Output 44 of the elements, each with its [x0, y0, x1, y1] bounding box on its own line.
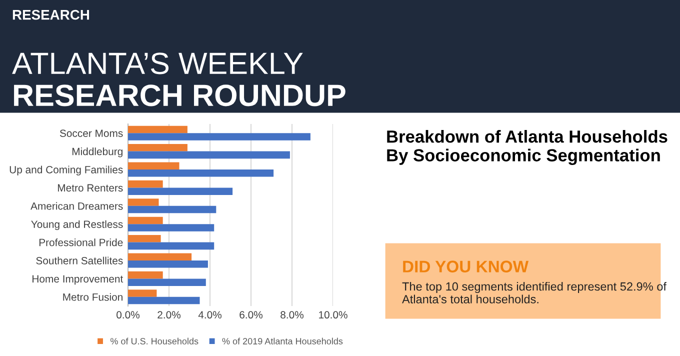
- bar: [128, 162, 180, 170]
- y-tick-label: Young and Restless: [31, 220, 123, 230]
- bar: [128, 133, 310, 140]
- x-tick-label: 2.0%: [158, 311, 180, 319]
- bar: [128, 296, 200, 304]
- bar: [128, 290, 157, 297]
- y-tick-label: Soccer Moms: [60, 130, 123, 137]
- bar: [128, 126, 188, 134]
- y-tick-label: Professional Pride: [39, 238, 123, 246]
- bar: [128, 216, 163, 224]
- y-tick-label: Home Improvement: [32, 275, 124, 285]
- text: The top 10 segments identified represent 52.9% of Atlanta's total households.: [402, 282, 666, 304]
- x-tick-label: 4.0%: [198, 311, 222, 319]
- text: DID YOU KNOW: [403, 260, 529, 272]
- bar: [128, 180, 163, 188]
- x-tick-label: 10.0%: [319, 311, 348, 319]
- bar: [128, 151, 290, 159]
- bar: [128, 235, 161, 242]
- legend-label: % of 2019 Atlanta Households: [222, 338, 343, 344]
- bar: [128, 278, 206, 286]
- bar: [128, 253, 192, 260]
- y-tick-label: American Dreamers: [30, 202, 123, 210]
- bar: [128, 144, 188, 152]
- y-tick-label: Metro Renters: [58, 184, 123, 192]
- y-tick-label: Middleburg: [72, 148, 122, 158]
- y-tick-label: Metro Fusion: [63, 293, 122, 301]
- text: RESEARCH ROUNDUP: [14, 84, 346, 106]
- x-tick-label: 8.0%: [280, 311, 304, 319]
- bar: [128, 224, 214, 232]
- text: RESEARCH: [12, 10, 90, 20]
- bar: [128, 206, 216, 214]
- bar: [128, 271, 163, 279]
- x-tick-label: 6.0%: [240, 311, 262, 319]
- bar: [128, 198, 159, 206]
- text: ATLANTA’S WEEKLY: [12, 52, 303, 74]
- bar: [128, 170, 274, 177]
- x-tick-label: 0.0%: [116, 311, 140, 319]
- legend-label: % of U.S. Households: [110, 338, 198, 344]
- bar: [128, 260, 208, 268]
- y-tick-label: Southern Satellites: [36, 256, 123, 264]
- bar: [128, 242, 214, 250]
- text: Breakdown of Atlanta Households By Socioeconomic Segmentation: [387, 130, 668, 165]
- bar: [128, 188, 233, 195]
- y-tick-label: Up and Coming Families: [10, 166, 123, 176]
